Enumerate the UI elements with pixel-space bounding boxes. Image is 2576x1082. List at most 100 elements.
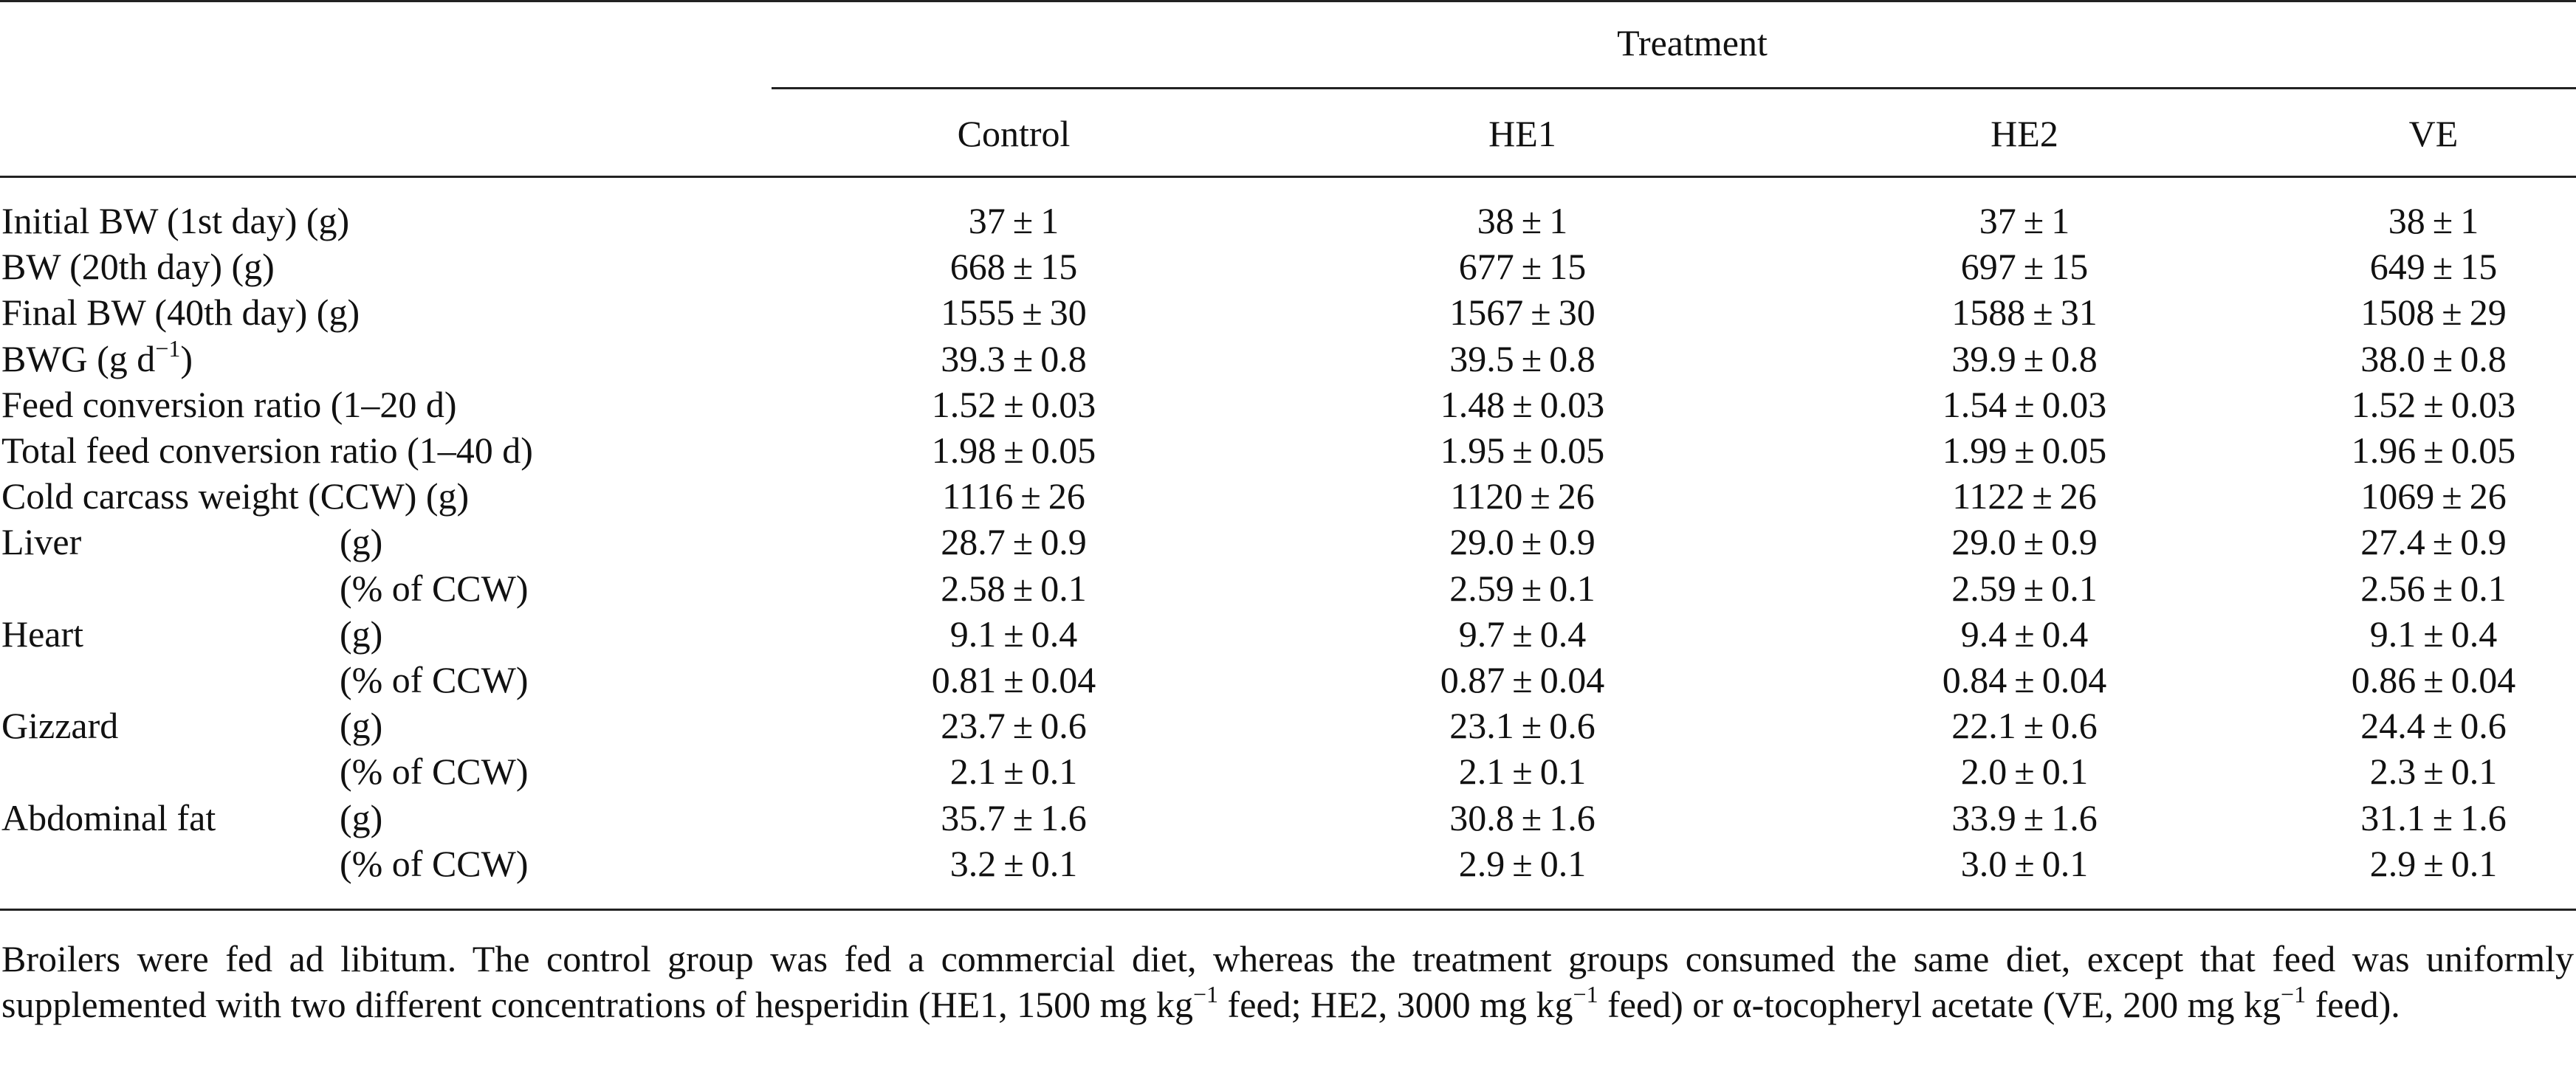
row-unit: (g) bbox=[340, 613, 383, 655]
table-cell: 9.4 ± 0.4 bbox=[1960, 613, 2089, 655]
footnote-text: Broilers were fed ad libitum. The contro… bbox=[1, 938, 2574, 1025]
table-cell: 1.52 ± 0.03 bbox=[2351, 383, 2516, 425]
row-label-text: Total feed conversion ratio (1–40 d) bbox=[1, 430, 533, 471]
table-cell: 2.59 ± 0.1 bbox=[1449, 567, 1596, 609]
row-label: Heart bbox=[1, 611, 83, 657]
table-cell: 23.1 ± 0.6 bbox=[1449, 705, 1596, 747]
header-bottom-rule bbox=[0, 176, 2576, 178]
treatment-group-rule bbox=[772, 87, 2576, 89]
table-cell: 1567 ± 30 bbox=[1449, 292, 1596, 334]
table-cell: 39.9 ± 0.8 bbox=[1951, 337, 2098, 379]
table-cell: 1116 ± 26 bbox=[942, 475, 1085, 517]
column-header-he2: HE2 bbox=[1991, 113, 2058, 154]
row-unit: (% of CCW) bbox=[340, 659, 529, 700]
row-label: Abdominal fat bbox=[1, 795, 216, 841]
table-cell: 9.1 ± 0.4 bbox=[949, 613, 1078, 655]
row-label-text: ) bbox=[180, 337, 193, 379]
table-cell: 668 ± 15 bbox=[949, 246, 1078, 288]
table-top-rule bbox=[0, 0, 2576, 2]
table-cell: 0.81 ± 0.04 bbox=[931, 659, 1096, 700]
table-cell: 2.59 ± 0.1 bbox=[1951, 567, 2098, 609]
table-cell: 0.86 ± 0.04 bbox=[2351, 659, 2516, 700]
table-cell: 1.96 ± 0.05 bbox=[2351, 430, 2516, 471]
table-cell: 2.9 ± 0.1 bbox=[2369, 842, 2498, 884]
table-cell: 2.3 ± 0.1 bbox=[2369, 751, 2498, 793]
table-cell: 1.52 ± 0.03 bbox=[931, 383, 1096, 425]
footnote-superscript: −1 bbox=[1193, 981, 1219, 1008]
table-cell: 2.56 ± 0.1 bbox=[2360, 567, 2507, 609]
row-unit: (% of CCW) bbox=[340, 751, 529, 793]
footnote-text: feed). bbox=[2306, 984, 2400, 1025]
table-cell: 1.95 ± 0.05 bbox=[1440, 430, 1605, 471]
table-cell: 38 ± 1 bbox=[1477, 200, 1568, 241]
table-cell: 33.9 ± 1.6 bbox=[1951, 796, 2098, 838]
row-label-text: Abdominal fat bbox=[1, 796, 216, 838]
table-cell: 37 ± 1 bbox=[1979, 200, 2070, 241]
table-cell: 1508 ± 29 bbox=[2360, 292, 2507, 334]
row-label-text: Final BW (40th day) (g) bbox=[1, 292, 360, 334]
row-unit: (g) bbox=[340, 521, 383, 563]
row-label: Cold carcass weight (CCW) (g) bbox=[1, 473, 469, 519]
table-cell: 29.0 ± 0.9 bbox=[1449, 521, 1596, 563]
table-cell: 9.1 ± 0.4 bbox=[2369, 613, 2498, 655]
table-cell: 0.87 ± 0.04 bbox=[1440, 659, 1605, 700]
row-unit: (g) bbox=[340, 705, 383, 747]
table-cell: 1588 ± 31 bbox=[1951, 292, 2098, 334]
row-label-text: Heart bbox=[1, 613, 84, 655]
table-cell: 697 ± 15 bbox=[1960, 246, 2089, 288]
table-cell: 0.84 ± 0.04 bbox=[1942, 659, 2107, 700]
row-label-text: BW (20th day) (g) bbox=[1, 246, 275, 288]
row-label-superscript: −1 bbox=[155, 334, 181, 362]
table-cell: 37 ± 1 bbox=[968, 200, 1059, 241]
table-cell: 1.98 ± 0.05 bbox=[931, 430, 1096, 471]
row-label: BWG (g d−1) bbox=[1, 336, 193, 382]
footnote-text: feed; HE2, 3000 mg kg bbox=[1218, 984, 1573, 1025]
table-cell: 3.2 ± 0.1 bbox=[949, 842, 1078, 884]
footnote-superscript: −1 bbox=[1573, 981, 1598, 1008]
row-label: Gizzard bbox=[1, 703, 118, 748]
row-unit: (g) bbox=[340, 796, 383, 838]
table-cell: 27.4 ± 0.9 bbox=[2360, 521, 2507, 563]
table-cell: 3.0 ± 0.1 bbox=[1960, 842, 2089, 884]
table-cell: 1.54 ± 0.03 bbox=[1942, 383, 2107, 425]
table-cell: 1120 ± 26 bbox=[1450, 475, 1595, 517]
table-cell: 39.3 ± 0.8 bbox=[941, 337, 1087, 379]
row-label-text: Liver bbox=[1, 521, 82, 563]
table-footnote: Broilers were fed ad libitum. The contro… bbox=[1, 936, 2574, 1027]
table-cell: 1122 ± 26 bbox=[1952, 475, 2097, 517]
table-cell: 2.1 ± 0.1 bbox=[949, 751, 1078, 793]
table-cell: 28.7 ± 0.9 bbox=[941, 521, 1087, 563]
table-cell: 677 ± 15 bbox=[1458, 246, 1587, 288]
row-label-text: Cold carcass weight (CCW) (g) bbox=[1, 475, 470, 517]
row-label: Initial BW (1st day) (g) bbox=[1, 198, 349, 244]
footnote-superscript: −1 bbox=[2281, 981, 2307, 1008]
row-label-text: Feed conversion ratio (1–20 d) bbox=[1, 383, 457, 425]
row-label: Total feed conversion ratio (1–40 d) bbox=[1, 427, 533, 473]
table-cell: 35.7 ± 1.6 bbox=[941, 796, 1087, 838]
table-cell: 23.7 ± 0.6 bbox=[941, 705, 1087, 747]
row-label-text: BWG (g d bbox=[1, 337, 156, 379]
row-label: Liver bbox=[1, 519, 81, 565]
table-cell: 1.99 ± 0.05 bbox=[1942, 430, 2107, 471]
table-cell: 9.7 ± 0.4 bbox=[1458, 613, 1587, 655]
table-cell: 1069 ± 26 bbox=[2360, 475, 2507, 517]
column-header-control: Control bbox=[957, 113, 1071, 154]
table-bottom-rule bbox=[0, 909, 2576, 911]
row-label-text: Initial BW (1st day) (g) bbox=[1, 200, 350, 241]
table-cell: 1.48 ± 0.03 bbox=[1440, 383, 1605, 425]
table-cell: 24.4 ± 0.6 bbox=[2360, 705, 2507, 747]
row-label: Feed conversion ratio (1–20 d) bbox=[1, 382, 457, 427]
table-cell: 39.5 ± 0.8 bbox=[1449, 337, 1596, 379]
table-cell: 38.0 ± 0.8 bbox=[2360, 337, 2507, 379]
table-cell: 38 ± 1 bbox=[2388, 200, 2479, 241]
table-cell: 30.8 ± 1.6 bbox=[1449, 796, 1596, 838]
table-cell: 649 ± 15 bbox=[2369, 246, 2498, 288]
footnote-text: feed) or α-tocopheryl acetate (VE, 200 m… bbox=[1598, 984, 2281, 1025]
row-unit: (% of CCW) bbox=[340, 567, 529, 609]
row-label-text: Gizzard bbox=[1, 705, 119, 747]
column-header-ve: VE bbox=[2408, 113, 2459, 154]
row-unit: (% of CCW) bbox=[340, 842, 529, 884]
table-cell: 2.9 ± 0.1 bbox=[1458, 842, 1587, 884]
treatment-group-header: Treatment bbox=[1617, 22, 1768, 63]
row-label: Final BW (40th day) (g) bbox=[1, 289, 360, 335]
